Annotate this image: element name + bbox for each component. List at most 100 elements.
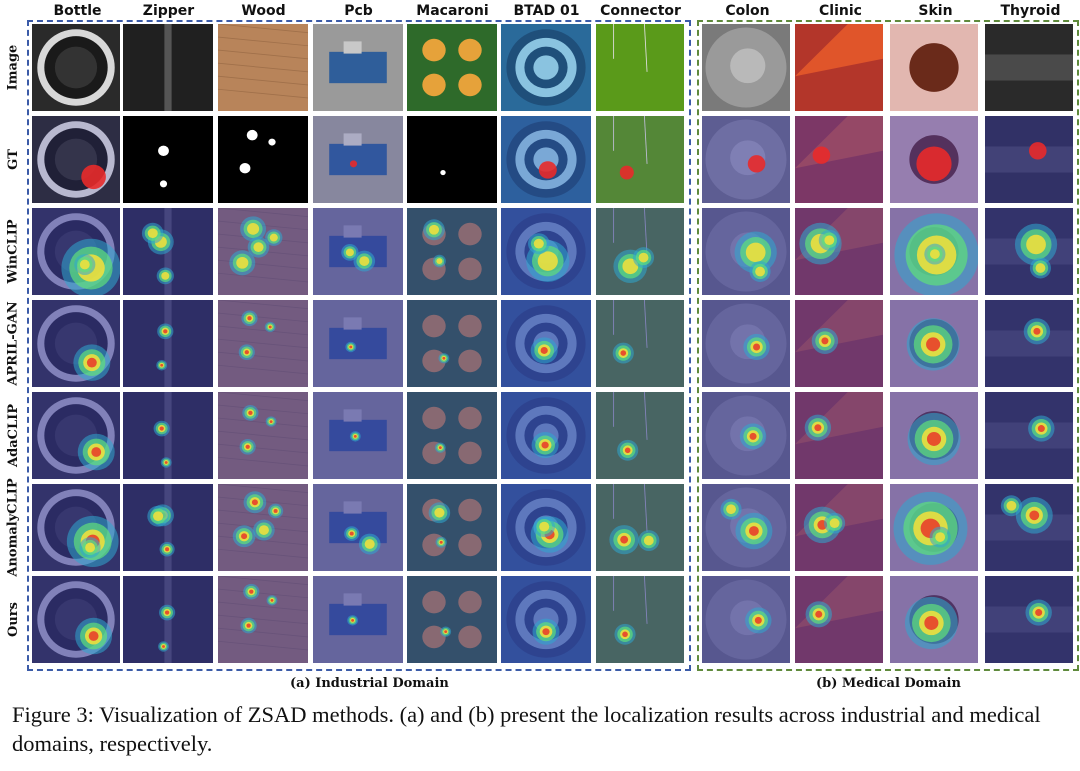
column-header-skin: Skin: [918, 3, 953, 19]
tile-image-connector: [596, 24, 684, 111]
tile-gt-connector: [596, 116, 684, 203]
tile-adaclip-zipper: [123, 392, 213, 479]
tile-anomalyclip-connector: [596, 484, 684, 571]
column-header-pcb: Pcb: [344, 3, 373, 19]
column-header-wood: Wood: [241, 3, 286, 19]
tile-april-gan-connector: [596, 300, 684, 387]
tile-image-clinic: [795, 24, 883, 111]
tile-gt-wood: [218, 116, 308, 203]
industrial-frame: [27, 20, 691, 671]
tile-gt-skin: [890, 116, 978, 203]
tile-winclip-thyroid: [985, 208, 1073, 295]
tile-adaclip-macaroni: [407, 392, 497, 479]
tile-ours-connector: [596, 576, 684, 663]
tile-winclip-zipper: [123, 208, 213, 295]
industrial-domain-caption: (a) Industrial Domain: [290, 676, 449, 691]
tile-winclip-colon: [702, 208, 790, 295]
tile-ours-btad-01: [501, 576, 591, 663]
tile-anomalyclip-wood: [218, 484, 308, 571]
tile-winclip-wood: [218, 208, 308, 295]
tile-april-gan-skin: [890, 300, 978, 387]
tile-gt-pcb: [313, 116, 403, 203]
tile-gt-colon: [702, 116, 790, 203]
tile-adaclip-connector: [596, 392, 684, 479]
figure-caption: Figure 3: Visualization of ZSAD methods.…: [12, 702, 1041, 756]
tile-anomalyclip-bottle: [32, 484, 120, 571]
tile-ours-bottle: [32, 576, 120, 663]
tile-april-gan-bottle: [32, 300, 120, 387]
column-header-thyroid: Thyroid: [1000, 3, 1061, 19]
tile-adaclip-skin: [890, 392, 978, 479]
tile-april-gan-macaroni: [407, 300, 497, 387]
tile-image-zipper: [123, 24, 213, 111]
tile-ours-zipper: [123, 576, 213, 663]
tile-winclip-clinic: [795, 208, 883, 295]
tile-winclip-btad-01: [501, 208, 591, 295]
tile-gt-btad-01: [501, 116, 591, 203]
tile-image-bottle: [32, 24, 120, 111]
tile-image-colon: [702, 24, 790, 111]
tile-ours-colon: [702, 576, 790, 663]
tile-ours-macaroni: [407, 576, 497, 663]
tile-adaclip-colon: [702, 392, 790, 479]
column-header-btad-01: BTAD 01: [513, 3, 580, 19]
tile-adaclip-btad-01: [501, 392, 591, 479]
column-header-connector: Connector: [600, 3, 681, 19]
tile-gt-clinic: [795, 116, 883, 203]
row-label-anomalyclip: AnomalyCLIP: [5, 478, 21, 577]
tile-winclip-connector: [596, 208, 684, 295]
tile-image-wood: [218, 24, 308, 111]
tile-adaclip-wood: [218, 392, 308, 479]
row-label-adaclip: AdaCLIP: [5, 404, 21, 467]
tile-anomalyclip-btad-01: [501, 484, 591, 571]
column-header-bottle: Bottle: [53, 3, 102, 19]
tile-image-btad-01: [501, 24, 591, 111]
column-header-zipper: Zipper: [142, 3, 195, 19]
row-label-image: Image: [5, 44, 21, 91]
tile-anomalyclip-zipper: [123, 484, 213, 571]
column-header-macaroni: Macaroni: [416, 3, 489, 19]
tile-april-gan-colon: [702, 300, 790, 387]
column-header-colon: Colon: [725, 3, 770, 19]
column-header-clinic: Clinic: [819, 3, 862, 19]
tile-gt-macaroni: [407, 116, 497, 203]
tile-image-macaroni: [407, 24, 497, 111]
tile-winclip-pcb: [313, 208, 403, 295]
tile-anomalyclip-skin: [890, 484, 978, 571]
tile-anomalyclip-pcb: [313, 484, 403, 571]
tile-april-gan-zipper: [123, 300, 213, 387]
tile-april-gan-clinic: [795, 300, 883, 387]
row-label-ours: Ours: [5, 602, 21, 637]
tile-april-gan-pcb: [313, 300, 403, 387]
tile-adaclip-bottle: [32, 392, 120, 479]
tile-gt-thyroid: [985, 116, 1073, 203]
tile-image-skin: [890, 24, 978, 111]
tile-april-gan-wood: [218, 300, 308, 387]
tile-anomalyclip-thyroid: [985, 484, 1073, 571]
row-label-winclip: WinCLIP: [5, 219, 21, 284]
tile-gt-zipper: [123, 116, 213, 203]
tile-ours-pcb: [313, 576, 403, 663]
tile-adaclip-pcb: [313, 392, 403, 479]
tile-gt-bottle: [32, 116, 120, 203]
medical-domain-caption: (b) Medical Domain: [816, 676, 961, 691]
tile-ours-skin: [890, 576, 978, 663]
row-label-april-gan: APRIL-GAN: [5, 301, 21, 386]
tile-winclip-bottle: [32, 208, 120, 295]
tile-april-gan-thyroid: [985, 300, 1073, 387]
tile-adaclip-clinic: [795, 392, 883, 479]
tile-winclip-skin: [890, 208, 978, 295]
tile-april-gan-btad-01: [501, 300, 591, 387]
tile-winclip-macaroni: [407, 208, 497, 295]
tile-anomalyclip-colon: [702, 484, 790, 571]
tile-image-pcb: [313, 24, 403, 111]
medical-frame: [697, 20, 1079, 671]
tile-ours-clinic: [795, 576, 883, 663]
row-label-gt: GT: [5, 149, 21, 170]
tile-image-thyroid: [985, 24, 1073, 111]
tile-adaclip-thyroid: [985, 392, 1073, 479]
tile-anomalyclip-macaroni: [407, 484, 497, 571]
tile-ours-wood: [218, 576, 308, 663]
tile-anomalyclip-clinic: [795, 484, 883, 571]
tile-ours-thyroid: [985, 576, 1073, 663]
